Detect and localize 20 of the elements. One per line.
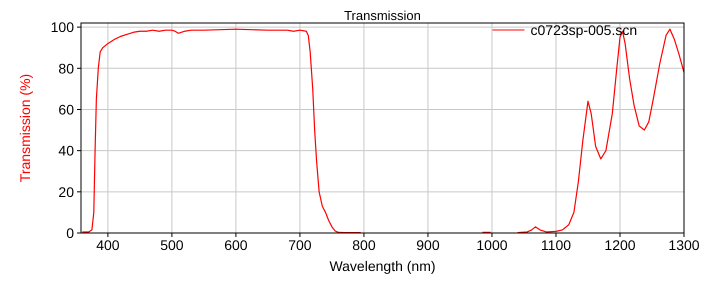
y-tick-label: 80 [58, 60, 74, 76]
x-tick-label: 600 [224, 237, 248, 253]
x-tick-label: 500 [160, 237, 184, 253]
y-tick-label: 100 [50, 19, 74, 36]
legend-label: c0723sp-005.scn [530, 22, 638, 38]
x-axis-title: Wavelength (nm) [329, 258, 436, 274]
x-tick-label: 900 [416, 237, 440, 253]
x-tick-label: 1100 [540, 237, 572, 253]
x-tick-label: 1000 [476, 237, 508, 253]
y-tick-label: 40 [58, 142, 74, 159]
x-tick-label: 800 [352, 237, 376, 253]
x-tick-label: 700 [288, 237, 312, 253]
y-tick-label: 60 [58, 101, 74, 118]
y-tick-label: 0 [66, 225, 74, 241]
y-axis-title: Transmission (%) [17, 74, 33, 182]
x-tick-label: 1200 [604, 237, 636, 253]
x-tick-label: 1300 [668, 237, 700, 253]
y-tick-label: 20 [58, 184, 74, 200]
chart-title: Transmission [344, 8, 421, 23]
x-tick-label: 400 [96, 237, 120, 253]
